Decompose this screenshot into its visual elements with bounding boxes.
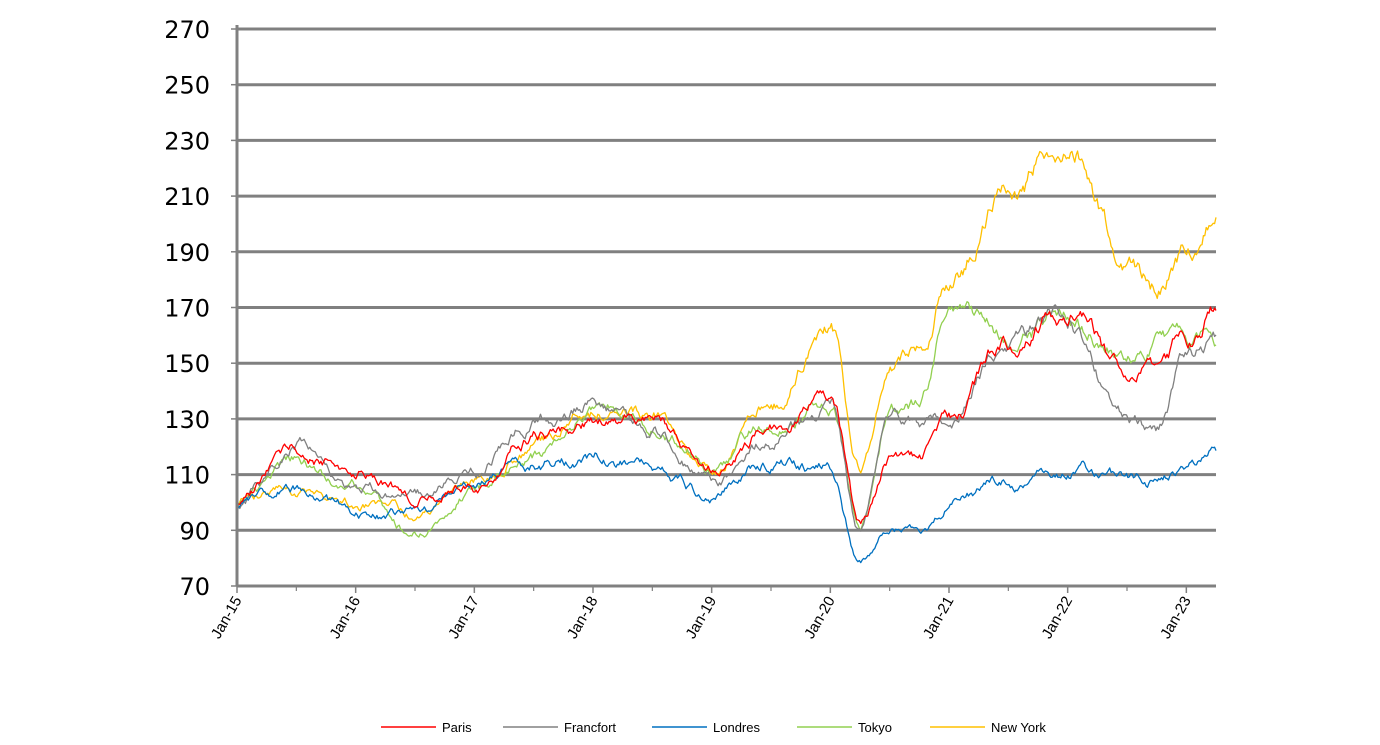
y-tick-label: 170: [164, 295, 210, 323]
legend-label: New York: [991, 720, 1046, 735]
y-tick-label: 70: [179, 573, 210, 601]
x-axis-ticks: Jan-15 Jan-16 Jan-17 Jan-18 Jan-19 Jan-20 Jan-…: [208, 586, 1195, 642]
x-tick-label: Jan-21: [920, 594, 958, 642]
series-line-paris: [236, 306, 1217, 525]
y-axis-ticks: 270 250 230 210 190 170 150 130 110 90 70: [164, 16, 237, 601]
y-tick-label: 130: [164, 406, 210, 434]
y-tick-label: 190: [164, 239, 210, 267]
legend-label: Londres: [713, 720, 760, 735]
y-tick-label: 250: [164, 72, 210, 100]
y-tick-label: 210: [164, 183, 210, 211]
legend: Paris Francfort Londres Tokyo New York: [381, 720, 1046, 735]
gridlines: [237, 27, 1216, 532]
series-line-londres: [236, 446, 1217, 564]
y-tick-label: 90: [179, 517, 210, 545]
legend-label: Tokyo: [858, 720, 892, 735]
legend-label: Paris: [442, 720, 472, 735]
x-tick-label: Jan-22: [1038, 594, 1076, 642]
series-lines: [236, 150, 1217, 564]
legend-label: Francfort: [564, 720, 616, 735]
x-tick-label: Jan-23: [1157, 594, 1195, 642]
y-tick-label: 270: [164, 16, 210, 44]
series-line-francfort: [236, 304, 1217, 532]
axes: [235, 25, 1216, 588]
x-tick-label: Jan-20: [801, 594, 839, 642]
x-tick-label: Jan-19: [682, 594, 720, 642]
x-tick-label: Jan-15: [208, 594, 246, 642]
y-tick-label: 150: [164, 350, 210, 378]
x-tick-label: Jan-18: [564, 594, 602, 642]
x-tick-label: Jan-17: [445, 594, 483, 642]
y-tick-label: 230: [164, 127, 210, 155]
x-tick-label: Jan-16: [326, 594, 364, 642]
y-tick-label: 110: [164, 462, 210, 490]
